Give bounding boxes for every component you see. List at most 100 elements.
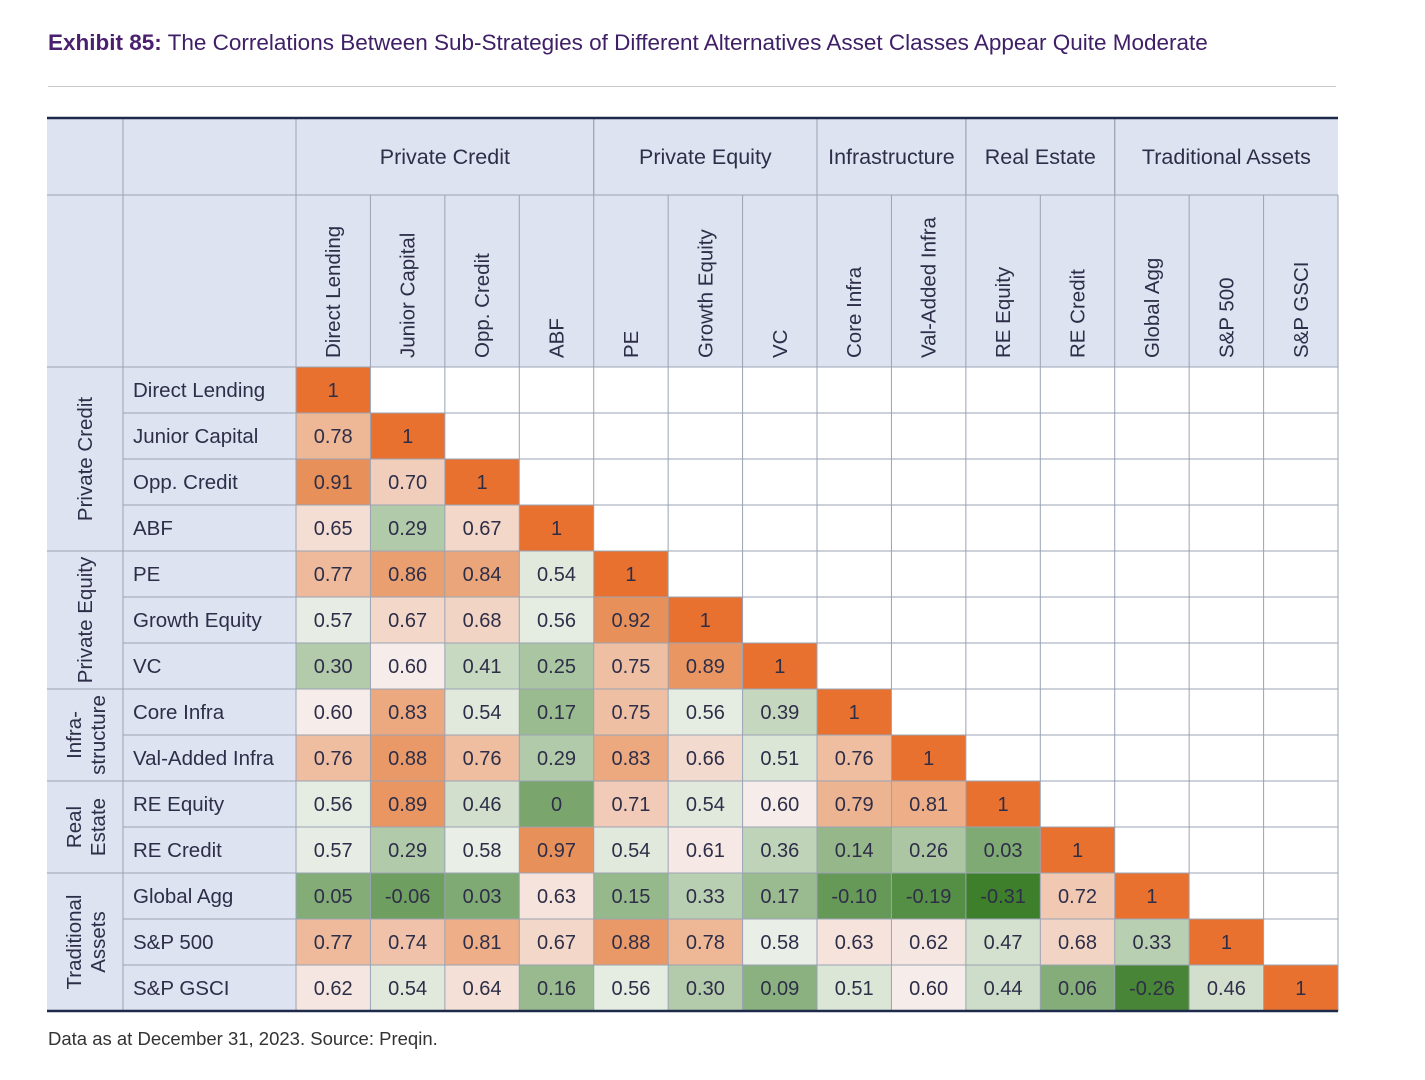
exhibit-title-text: The Correlations Between Sub-Strategies …	[167, 30, 1208, 55]
cell-5-5	[593, 551, 669, 597]
cell-7-7	[742, 643, 818, 689]
cell-10-7	[742, 781, 818, 827]
cell-12-5	[593, 873, 669, 919]
row-label-direct-lending: Direct Lending	[133, 379, 265, 402]
cell-value: 0.56	[686, 702, 725, 724]
cell-value: 0.47	[984, 932, 1023, 954]
row-group-line: Real	[63, 806, 86, 848]
cell-6-5	[593, 597, 669, 643]
row-label-vc: VC	[133, 655, 162, 678]
cell-value: 0.97	[537, 840, 576, 862]
cell-value: 1	[1221, 932, 1232, 954]
cell-value: 0.86	[388, 564, 427, 586]
cell-8-7	[742, 689, 818, 735]
column-label-re-credit: RE Credit	[1067, 269, 1090, 358]
column-label-abf: ABF	[546, 318, 569, 358]
column-group-infrastructure: Infrastructure	[828, 145, 955, 169]
cell-10-1	[296, 781, 371, 827]
column-label-re-equity: RE Equity	[992, 266, 1015, 358]
cell-3-2	[370, 459, 445, 505]
cell-value: 0.79	[835, 794, 874, 816]
cell-value: 1	[402, 426, 413, 448]
column-group-private-equity: Private Equity	[639, 145, 772, 169]
cell-value: 0.81	[909, 794, 948, 816]
cell-value: 1	[328, 380, 339, 402]
cell-12-6	[668, 873, 743, 919]
cell-9-3	[444, 735, 520, 781]
cell-2-1	[296, 413, 371, 459]
row-label-pe: PE	[133, 563, 160, 586]
exhibit-title: Exhibit 85: The Correlations Between Sub…	[48, 30, 1348, 56]
column-group-private-credit: Private Credit	[380, 145, 510, 169]
cell-value: 0.16	[537, 978, 576, 1000]
cell-9-7	[742, 735, 818, 781]
cell-12-11	[1040, 873, 1115, 919]
cell-7-2	[370, 643, 445, 689]
cell-value: 0.77	[314, 564, 353, 586]
cell-value: 1	[774, 656, 785, 678]
cell-4-4	[519, 505, 594, 551]
cell-7-5	[593, 643, 669, 689]
cell-14-4	[519, 965, 594, 1011]
cell-value: 0.89	[388, 794, 427, 816]
cell-value: 0.65	[314, 518, 353, 540]
row-label-junior-capital: Junior Capital	[133, 425, 258, 448]
cell-value: 0.25	[537, 656, 576, 678]
column-group-real-estate: Real Estate	[985, 145, 1096, 169]
cell-value: 0.75	[611, 656, 650, 678]
cell-value: 0.57	[314, 610, 353, 632]
cell-value: 0.68	[1058, 932, 1097, 954]
cell-11-6	[668, 827, 743, 873]
cell-value: 0.92	[611, 610, 650, 632]
cell-14-7	[742, 965, 818, 1011]
cell-value: 0.54	[537, 564, 576, 586]
cell-9-9	[891, 735, 966, 781]
cell-12-4	[519, 873, 594, 919]
cell-value: 0.81	[463, 932, 502, 954]
cell-value: 1	[923, 748, 934, 770]
cell-value: -0.06	[385, 886, 431, 908]
cell-13-3	[444, 919, 520, 965]
cell-value: 0.91	[314, 472, 353, 494]
cell-value: 1	[998, 794, 1009, 816]
cell-12-2	[370, 873, 445, 919]
header-background	[47, 118, 1339, 367]
cell-value: 0.71	[611, 794, 650, 816]
cell-value: 0.66	[686, 748, 725, 770]
row-label-re-credit: RE Credit	[133, 839, 222, 862]
cell-11-1	[296, 827, 371, 873]
cell-value: 0.83	[611, 748, 650, 770]
cell-value: 0.03	[984, 840, 1023, 862]
cell-7-3	[444, 643, 520, 689]
cell-13-12	[1114, 919, 1190, 965]
row-label-global-agg: Global Agg	[133, 885, 233, 908]
cell-value: 0.78	[686, 932, 725, 954]
cell-value: 0.15	[611, 886, 650, 908]
cell-value: 0.29	[537, 748, 576, 770]
column-label-core-infra: Core Infra	[843, 266, 866, 358]
cell-8-6	[668, 689, 743, 735]
cell-10-4	[519, 781, 594, 827]
cell-14-14	[1263, 965, 1339, 1011]
cell-11-11	[1040, 827, 1115, 873]
cell-11-2	[370, 827, 445, 873]
row-label-sandp-gsci: S&P GSCI	[133, 977, 229, 1000]
cell-value: 0.67	[463, 518, 502, 540]
cell-value: 0.56	[314, 794, 353, 816]
row-group-real-estate: RealEstate	[63, 798, 110, 856]
row-group-infra-structure: Infra-structure	[63, 695, 110, 775]
column-label-direct-lending: Direct Lending	[322, 226, 345, 358]
row-label-val-added-infra: Val-Added Infra	[133, 747, 275, 770]
cell-value: 0.57	[314, 840, 353, 862]
cell-5-4	[519, 551, 594, 597]
cell-value: -0.31	[980, 886, 1026, 908]
cell-value: 0.77	[314, 932, 353, 954]
cell-value: 1	[625, 564, 636, 586]
row-group-line: Infra-	[63, 711, 86, 759]
cell-4-1	[296, 505, 371, 551]
cell-10-9	[891, 781, 966, 827]
cell-value: 0.70	[388, 472, 427, 494]
cell-13-6	[668, 919, 743, 965]
cell-value: 0.74	[388, 932, 427, 954]
